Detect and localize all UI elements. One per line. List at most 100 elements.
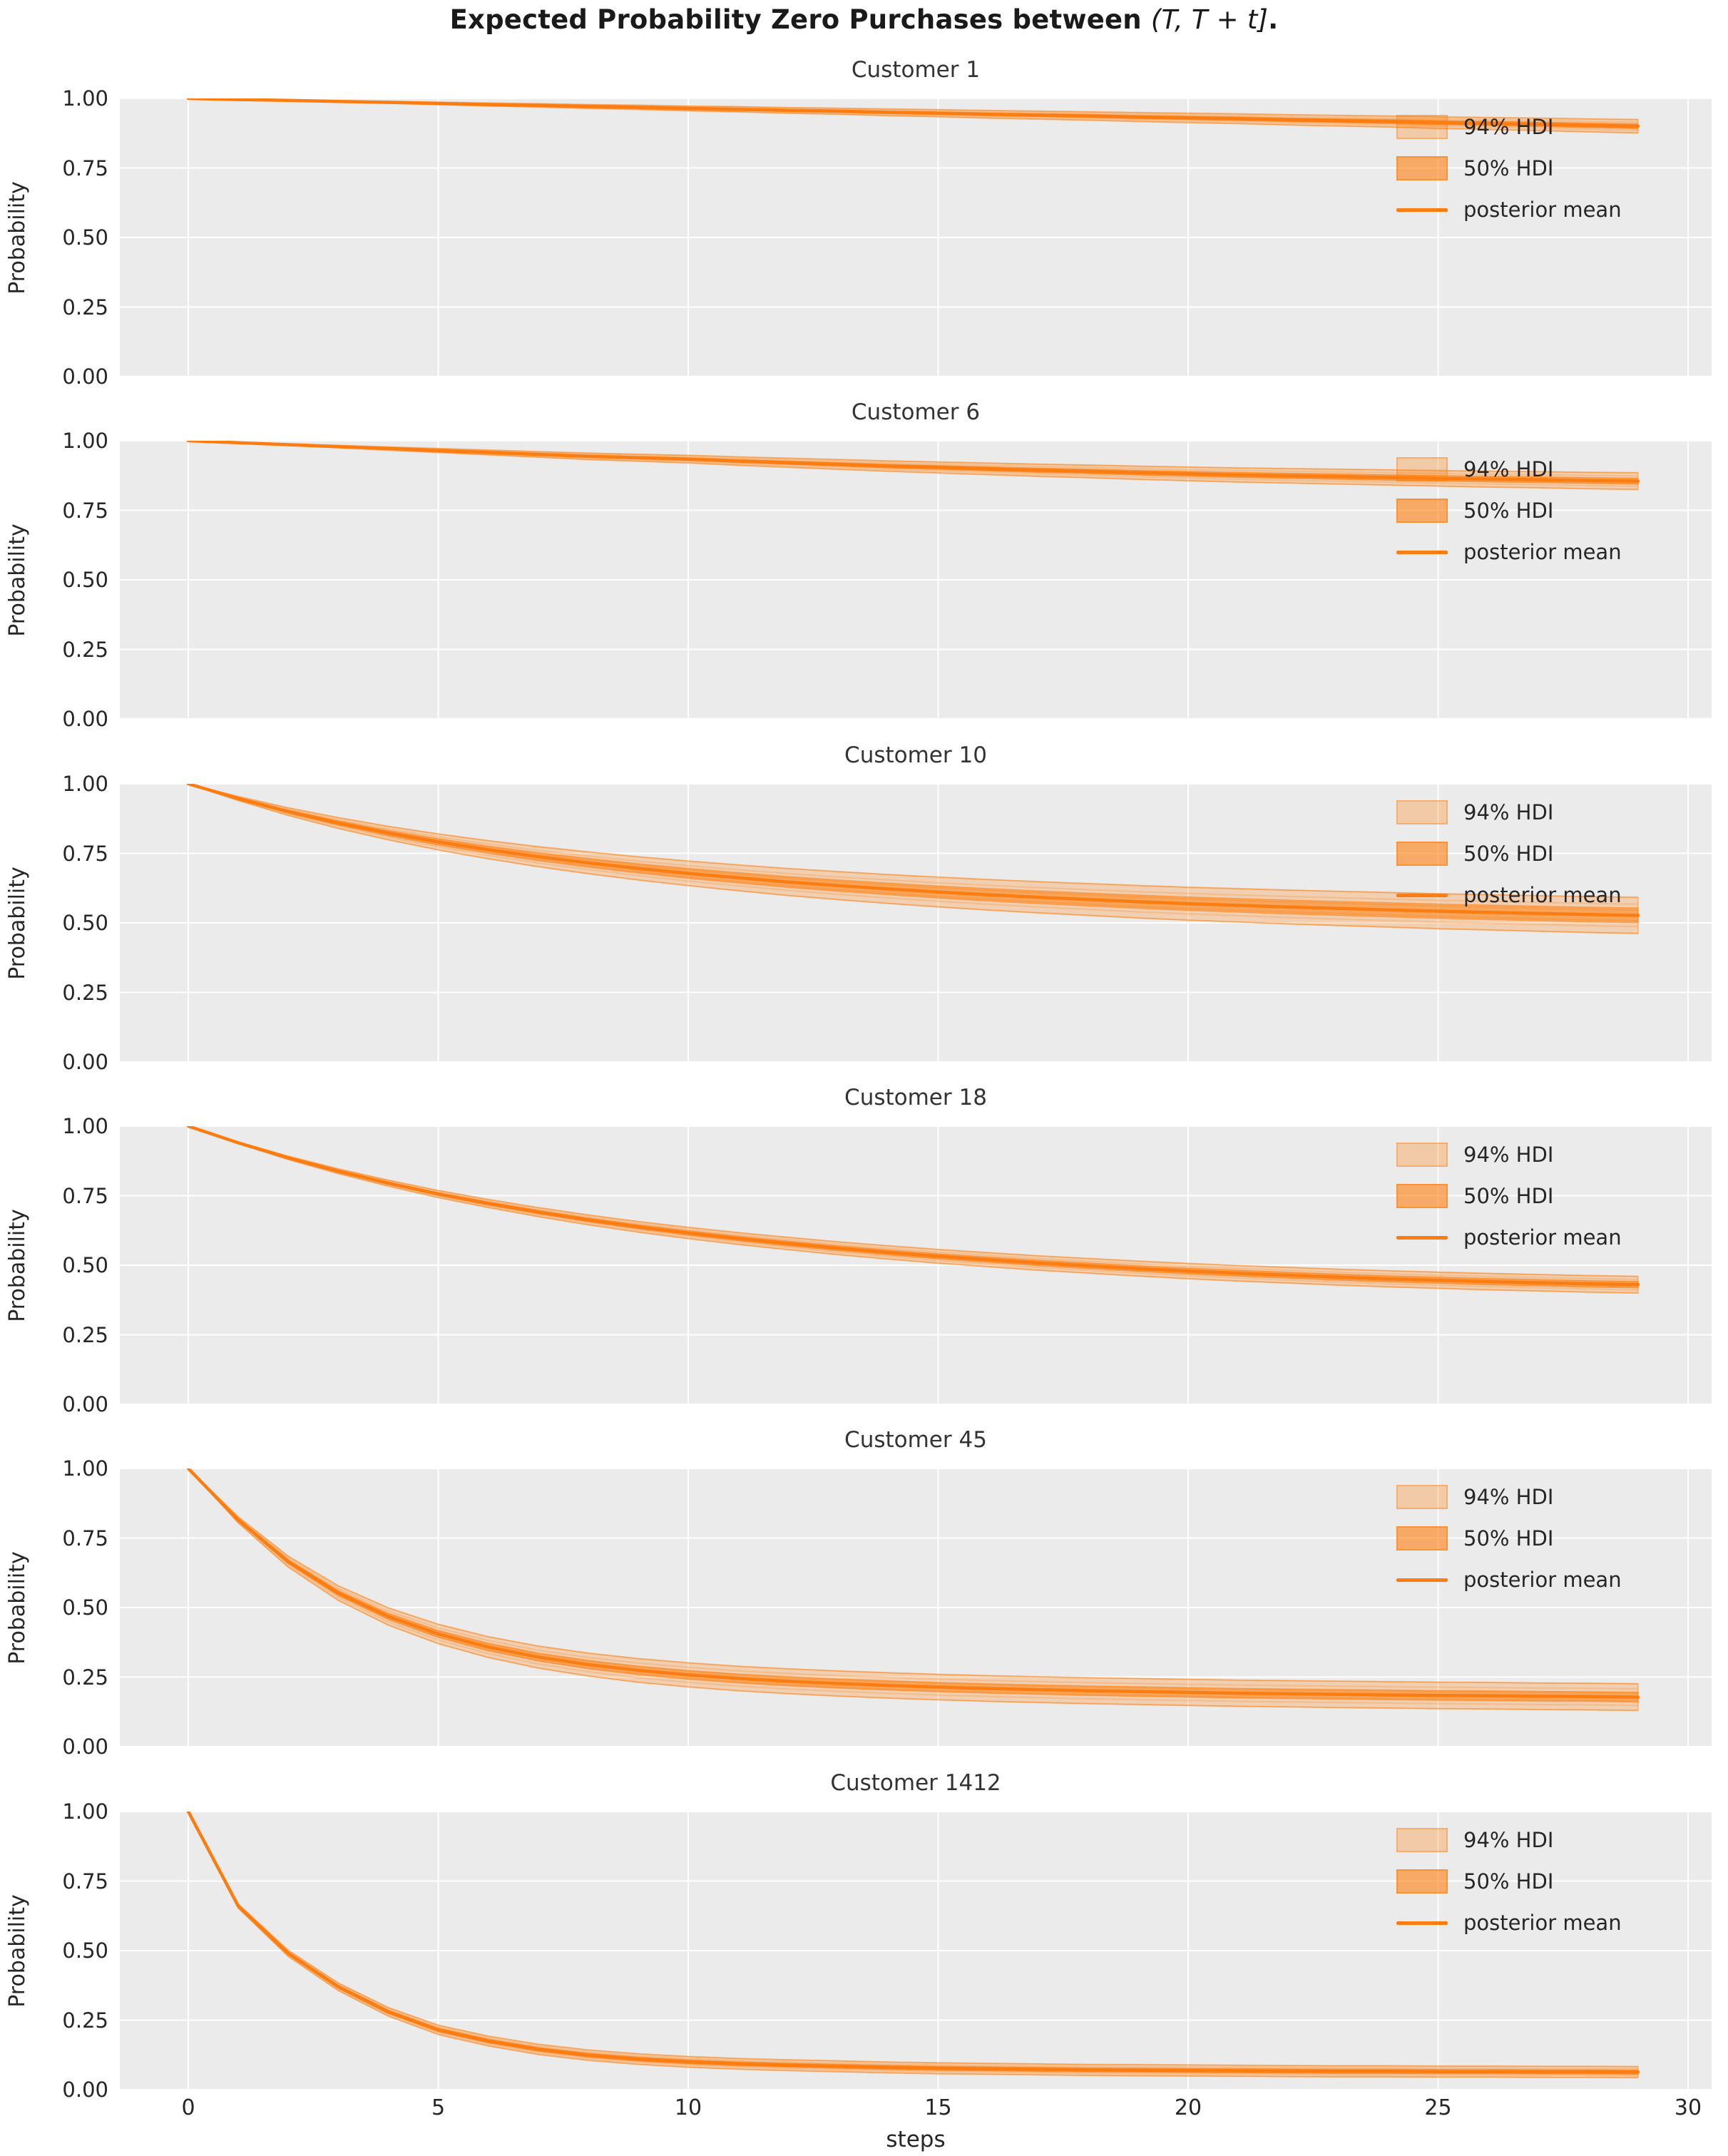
figure-title-period: .: [1268, 4, 1279, 35]
chart-canvas: [120, 1468, 1712, 1747]
legend-item: 94% HDI: [1396, 114, 1622, 140]
subplot: Customer 1412 Probability 1.00 0.75 0.50…: [0, 1770, 1728, 2102]
legend-label: posterior mean: [1463, 1911, 1622, 1935]
y-tick-label: 1.00: [62, 1799, 108, 1824]
posterior-draw-strand: [188, 1126, 1638, 1294]
hdi-94-swatch: [1396, 457, 1448, 481]
x-tick-label: 15: [924, 2095, 952, 2120]
figure-title-math: (T, T + t]: [1150, 4, 1269, 35]
posterior-mean-line: [186, 98, 1640, 128]
subplot: Customer 18 Probability 1.00 0.75 0.50 0…: [0, 1085, 1728, 1416]
legend-item: 50% HDI: [1396, 1869, 1622, 1894]
posterior-draw-strand: [188, 784, 1638, 922]
posterior-mean-swatch: [1396, 893, 1448, 897]
legend-item: posterior mean: [1396, 882, 1622, 908]
posterior-draw-strand: [188, 1126, 1638, 1291]
legend-label: 50% HDI: [1463, 156, 1554, 180]
plot-area: 94% HDI 50% HDI posterior mean: [120, 1468, 1712, 1747]
legend-item: posterior mean: [1396, 197, 1622, 223]
legend-item: 94% HDI: [1396, 1827, 1622, 1853]
posterior-draw-strand: [188, 1812, 1638, 2077]
subplot-title: Customer 45: [844, 1427, 987, 1453]
hdi-94-swatch: [1396, 1485, 1448, 1509]
x-tick-label: 0: [181, 2095, 195, 2120]
posterior-draw-strand: [188, 441, 1638, 474]
plot-area: 94% HDI 50% HDI posterior mean: [120, 1126, 1712, 1404]
hdi-50-swatch: [1396, 1184, 1448, 1208]
y-tick-label: 0.25: [62, 1322, 108, 1347]
hdi-94-swatch: [1396, 800, 1448, 824]
y-tick-label: 1.00: [62, 86, 108, 111]
y-tick-label: 1.00: [62, 772, 108, 796]
subplot-title: Customer 18: [844, 1085, 987, 1110]
posterior-draw-strand: [188, 1812, 1638, 2068]
x-tick-label: 10: [674, 2095, 702, 2120]
posterior-mean-line: [186, 784, 1640, 917]
legend-label: 50% HDI: [1463, 499, 1554, 523]
hdi-94-swatch: [1396, 1143, 1448, 1167]
legend-item: 94% HDI: [1396, 799, 1622, 825]
chart-canvas: [120, 441, 1712, 719]
legend-label: posterior mean: [1463, 540, 1622, 564]
posterior-draw-strand: [188, 1126, 1638, 1277]
legend-label: 94% HDI: [1463, 1828, 1554, 1852]
legend-item: 50% HDI: [1396, 1183, 1622, 1209]
subplot-title: Customer 10: [844, 742, 987, 768]
x-axis-label: steps: [886, 2127, 946, 2152]
legend-label: 50% HDI: [1463, 1184, 1554, 1208]
subplot-title: Customer 6: [851, 399, 981, 425]
legend-item: 50% HDI: [1396, 841, 1622, 867]
posterior-draw-strand: [188, 1468, 1638, 1707]
legend-label: 50% HDI: [1463, 1869, 1554, 1894]
legend: 94% HDI 50% HDI posterior mean: [1396, 1484, 1622, 1593]
subplot: Customer 10 Probability 1.00 0.75 0.50 0…: [0, 742, 1728, 1074]
x-tick-label: 25: [1424, 2095, 1452, 2120]
posterior-draw-strand: [188, 1812, 1638, 2070]
y-tick-label: 0.75: [62, 841, 108, 866]
chart-canvas: [120, 1126, 1712, 1404]
y-tick-label: 0.50: [62, 1595, 108, 1620]
x-axis-ticks: 0 5 10 15 20 25 30: [0, 2095, 1728, 2124]
posterior-draw-strand: [188, 1468, 1638, 1712]
y-tick-label: 1.00: [62, 1114, 108, 1138]
posterior-mean-swatch: [1396, 1235, 1448, 1240]
legend-item: 50% HDI: [1396, 498, 1622, 523]
y-tick-label: 1.00: [62, 429, 108, 453]
y-tick-label: 0.00: [62, 1392, 108, 1416]
posterior-mean-line: [186, 1812, 1640, 2074]
posterior-draw-strand: [188, 1468, 1638, 1702]
posterior-draw-strand: [188, 784, 1638, 934]
y-tick-label: 0.00: [62, 1050, 108, 1074]
y-tick-label: 0.75: [62, 1869, 108, 1894]
legend-item: posterior mean: [1396, 1225, 1622, 1250]
y-tick-label: 0.25: [62, 295, 108, 320]
posterior-draw-strand: [188, 1468, 1638, 1695]
y-tick-label: 0.00: [62, 1734, 108, 1759]
x-tick-label: 30: [1674, 2095, 1702, 2120]
x-tick-label: 20: [1174, 2095, 1202, 2120]
hdi-50-swatch: [1396, 1526, 1448, 1550]
y-tick-label: 0.25: [62, 637, 108, 662]
y-tick-label: 0.50: [62, 568, 108, 592]
posterior-mean-line: [186, 1468, 1640, 1699]
posterior-draw-strand: [188, 1468, 1638, 1685]
subplot: Customer 1 Probability 1.00 0.75 0.50 0.…: [0, 57, 1728, 389]
legend-item: posterior mean: [1396, 539, 1622, 565]
hdi-50-swatch: [1396, 156, 1448, 180]
legend-label: 94% HDI: [1463, 457, 1554, 481]
legend-label: 94% HDI: [1463, 1485, 1554, 1509]
legend-label: 50% HDI: [1463, 842, 1554, 866]
subplot: Customer 45 Probability 1.00 0.75 0.50 0…: [0, 1427, 1728, 1759]
figure-title: Expected Probability Zero Purchases betw…: [0, 4, 1728, 35]
y-tick-label: 0.75: [62, 155, 108, 180]
posterior-mean-swatch: [1396, 1578, 1448, 1582]
legend-item: posterior mean: [1396, 1567, 1622, 1593]
subplot-title: Customer 1: [851, 57, 981, 83]
y-tick-label: 0.75: [62, 1183, 108, 1208]
posterior-draw-strand: [188, 441, 1638, 491]
posterior-draw-strand: [188, 1468, 1638, 1690]
legend-label: posterior mean: [1463, 198, 1622, 222]
hdi-94-swatch: [1396, 1828, 1448, 1852]
posterior-draw-strand: [188, 784, 1638, 905]
y-tick-label: 1.00: [62, 1456, 108, 1481]
